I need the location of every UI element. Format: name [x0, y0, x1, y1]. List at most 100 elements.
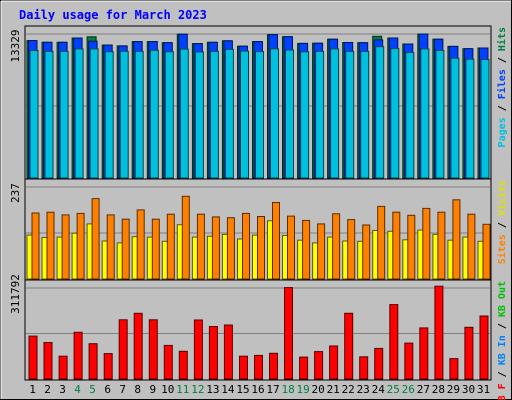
- bar-sites-day-26: [407, 214, 416, 280]
- bar-sites-day-8: [136, 209, 145, 280]
- bar-kb-f-day-4: [73, 331, 83, 380]
- legend-separator: /: [497, 317, 508, 335]
- bar-pages-day-24: [375, 46, 385, 179]
- day-label-20: 20: [311, 383, 324, 396]
- bar-pages-day-6: [104, 51, 114, 179]
- bar-kb-f-day-5: [88, 343, 98, 380]
- bar-pages-day-22: [345, 50, 355, 179]
- bar-pages-day-5: [89, 48, 99, 179]
- day-label-16: 16: [251, 383, 264, 396]
- day-label-28: 28: [432, 383, 445, 396]
- max-label: 237: [9, 183, 22, 203]
- legend-entry-kb-in: KB In: [497, 335, 508, 365]
- bar-pages-day-11: [179, 48, 189, 179]
- bar-kb-f-day-10: [163, 344, 173, 380]
- bar-kb-f-day-29: [449, 358, 459, 380]
- bar-kb-f-day-8: [133, 312, 143, 380]
- bar-sites-day-20: [317, 223, 326, 280]
- day-label-29: 29: [447, 383, 460, 396]
- bar-pages-day-1: [29, 50, 39, 179]
- chart-title: Daily usage for March 2023: [19, 8, 207, 22]
- day-label-24: 24: [372, 383, 386, 396]
- bar-sites-day-27: [422, 207, 431, 280]
- legend-separator: /: [497, 365, 508, 383]
- bar-sites-day-21: [332, 213, 341, 280]
- bar-sites-day-9: [151, 218, 160, 280]
- day-label-14: 14: [221, 383, 235, 396]
- bar-kb-f-day-2: [43, 342, 53, 380]
- panel-hits-files-pages: 13329 Pages / Files / Hits: [9, 25, 508, 180]
- bar-pages-day-25: [390, 48, 400, 179]
- bar-pages-day-15: [240, 50, 249, 179]
- legend-separator: /: [497, 99, 508, 117]
- bar-sites-day-7: [121, 218, 130, 280]
- bar-kb-f-day-9: [148, 319, 158, 380]
- bar-sites-day-12: [196, 213, 205, 280]
- bar-sites-day-15: [242, 212, 250, 280]
- day-label-18: 18: [281, 383, 294, 396]
- day-label-5: 5: [89, 383, 96, 396]
- bar-kb-f-day-25: [389, 304, 399, 380]
- bar-sites-day-14: [226, 217, 235, 280]
- legend-entry-sites: Sites: [496, 234, 508, 264]
- day-label-15: 15: [236, 383, 249, 396]
- x-axis-labels: 1 2 3 4 5 6 7 8 9 10 11 12 13 14 15 16 17 18 19 20 21 22 23 24 2…: [29, 383, 490, 396]
- bar-sites-day-29: [452, 199, 461, 280]
- bar-sites-day-31: [482, 223, 491, 280]
- bar-kb-f-day-16: [254, 354, 263, 380]
- panel-legend: Sites / Visits: [496, 180, 508, 264]
- bar-kb-f-day-3: [58, 355, 68, 380]
- bar-sites-day-22: [347, 219, 356, 280]
- legend-entry-files: Files: [496, 69, 508, 99]
- bar-sites-day-30: [467, 213, 476, 280]
- day-label-2: 2: [44, 383, 51, 396]
- bar-sites-day-28: [437, 211, 446, 280]
- legend-entry-kb-f: KB F: [497, 383, 508, 400]
- day-label-31: 31: [477, 383, 490, 396]
- day-label-11: 11: [176, 383, 189, 396]
- bar-sites-day-23: [362, 224, 371, 280]
- bar-pages-day-30: [465, 58, 475, 179]
- legend-separator: /: [497, 216, 508, 234]
- bar-kb-f-day-24: [374, 347, 384, 380]
- bar-kb-f-day-15: [239, 355, 248, 380]
- day-label-1: 1: [29, 383, 36, 396]
- legend-entry-pages: Pages: [497, 117, 508, 147]
- bar-pages-day-12: [194, 51, 204, 179]
- bar-kb-f-day-18: [284, 287, 293, 380]
- bar-kb-f-day-26: [404, 342, 414, 380]
- bar-pages-day-7: [119, 50, 129, 179]
- bar-sites-day-10: [166, 213, 175, 280]
- day-label-25: 25: [387, 383, 400, 396]
- bar-pages-day-10: [164, 51, 174, 179]
- bar-pages-day-4: [74, 48, 84, 179]
- bar-kb-f-day-31: [479, 315, 489, 380]
- day-label-21: 21: [327, 383, 340, 396]
- day-label-13: 13: [206, 383, 219, 396]
- bar-pages-day-9: [149, 49, 159, 179]
- day-label-12: 12: [191, 383, 204, 396]
- bar-pages-day-27: [420, 48, 430, 179]
- bar-kb-f-day-1: [28, 335, 38, 380]
- bar-sites-day-19: [302, 219, 311, 280]
- bar-sites-day-13: [211, 216, 220, 280]
- day-label-19: 19: [296, 383, 309, 396]
- bar-sites-day-17: [272, 202, 280, 280]
- bar-kb-f-day-11: [178, 350, 188, 380]
- day-label-27: 27: [417, 383, 430, 396]
- bar-sites-day-25: [392, 211, 401, 280]
- max-label: 311792: [9, 274, 22, 314]
- bar-kb-f-day-14: [223, 324, 233, 380]
- bar-sites-day-24: [377, 205, 386, 280]
- bar-pages-day-23: [360, 50, 370, 179]
- bar-pages-day-20: [315, 50, 325, 179]
- day-label-8: 8: [134, 383, 141, 396]
- bar-sites-day-2: [46, 211, 55, 280]
- bar-kb-f-day-13: [208, 326, 218, 380]
- bar-pages-day-13: [209, 50, 219, 179]
- bar-pages-day-17: [270, 48, 279, 179]
- bar-pages-day-18: [285, 49, 294, 179]
- bar-kb-f-day-12: [193, 319, 203, 380]
